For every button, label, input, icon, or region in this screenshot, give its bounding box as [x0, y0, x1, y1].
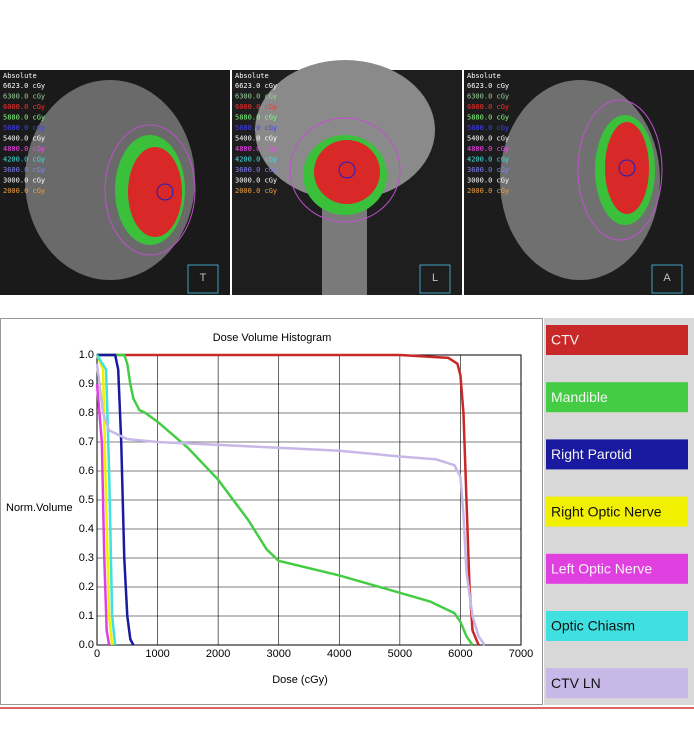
dose-legend-item: 5400.0 cGy: [3, 135, 45, 143]
dose-legend-title: Absolute: [3, 72, 37, 80]
chart-title: Dose Volume Histogram: [213, 332, 332, 344]
legend-swatch: [546, 325, 688, 355]
dose-legend-item: 4200.0 cGy: [467, 156, 509, 164]
dose-region: [605, 122, 649, 214]
x-tick-label: 7000: [509, 648, 533, 660]
orientation-box: [187, 264, 219, 294]
legend-swatch: [546, 553, 688, 584]
dvh-line: [97, 353, 474, 646]
anatomy: [322, 200, 367, 295]
isodose: [104, 124, 196, 256]
dose-legend-item: 6623.0 cGy: [235, 82, 277, 90]
x-tick-label: 4000: [327, 648, 351, 660]
legend-swatch: [546, 496, 688, 527]
dose-legend-item: 3000.0 cGy: [235, 177, 277, 185]
y-tick-label: 0.1: [79, 610, 94, 622]
dvh-line: [97, 353, 135, 646]
legend-swatch: [546, 668, 688, 699]
crosshair: [156, 183, 174, 201]
legend-label: Optic Chiasm: [551, 618, 635, 634]
y-tick-label: 0.0: [79, 639, 94, 651]
crosshair: [618, 159, 636, 177]
orientation-box: [419, 264, 451, 294]
legend-label: CTV LN: [551, 675, 601, 691]
y-axis-label: Norm.Volume: [6, 502, 73, 514]
legend-swatch: [546, 382, 688, 413]
x-tick-label: 6000: [448, 648, 472, 660]
dose-legend-item: 6623.0 cGy: [3, 82, 45, 90]
dose-legend-title: Absolute: [467, 72, 501, 80]
crosshair: [338, 161, 356, 179]
dvh-line: [95, 354, 114, 646]
dose-legend-item: 4800.0 cGy: [235, 145, 277, 153]
dose-legend-item: 6000.0 cGy: [235, 103, 277, 111]
dose-legend-item: 6623.0 cGy: [467, 82, 509, 90]
y-tick-label: 1.0: [79, 349, 94, 361]
x-tick-label: 1000: [145, 648, 169, 660]
dose-legend-item: 3600.0 cGy: [3, 166, 45, 174]
dose-legend-item: 4800.0 cGy: [3, 145, 45, 153]
y-tick-label: 0.6: [79, 465, 94, 477]
orientation-label: A: [663, 272, 671, 284]
legend-swatch: [546, 439, 688, 470]
x-tick-label: 5000: [388, 648, 412, 660]
dvh-line: [95, 383, 111, 646]
dose-legend-item: 3000.0 cGy: [3, 177, 45, 185]
legend-label: Right Parotid: [551, 446, 632, 462]
x-tick-label: 3000: [266, 648, 290, 660]
dose-region: [314, 140, 380, 204]
dose-legend-item: 2000.0 cGy: [467, 187, 509, 195]
legend-label: Right Optic Nerve: [551, 503, 662, 519]
x-tick-label: 2000: [206, 648, 230, 660]
legend-swatch: [546, 611, 688, 641]
dose-legend-item: 5400.0 cGy: [235, 135, 277, 143]
dose-legend-item: 6000.0 cGy: [467, 103, 509, 111]
dose-legend-item: 5600.0 cGy: [467, 124, 509, 132]
dose-legend-item: 6300.0 cGy: [235, 93, 277, 101]
dose-legend-item: 5400.0 cGy: [467, 135, 509, 143]
dose-legend-item: 3000.0 cGy: [467, 177, 509, 185]
y-tick-label: 0.3: [79, 552, 94, 564]
dvh-line: [95, 363, 486, 646]
isodose: [577, 99, 663, 241]
dose-legend-item: 3600.0 cGy: [235, 166, 277, 174]
dose-legend-item: 4800.0 cGy: [467, 145, 509, 153]
dose-legend-item: 4200.0 cGy: [3, 156, 45, 164]
ct-panels: [0, 60, 694, 295]
y-tick-label: 0.5: [79, 494, 94, 506]
legend-label: Left Optic Nerve: [551, 561, 652, 577]
dose-legend-item: 4200.0 cGy: [235, 156, 277, 164]
y-tick-label: 0.2: [79, 581, 94, 593]
y-tick-label: 0.9: [79, 378, 94, 390]
dose-legend-item: 5600.0 cGy: [235, 124, 277, 132]
dose-legend-item: 5880.0 cGy: [467, 114, 509, 122]
dose-legend-item: 3600.0 cGy: [467, 166, 509, 174]
dose-region: [128, 147, 182, 237]
x-axis-label: Dose (cGy): [272, 674, 328, 686]
legend-label: Mandible: [551, 389, 608, 405]
orientation-box: [651, 264, 683, 294]
dose-legend-item: 6300.0 cGy: [467, 93, 509, 101]
dose-legend-item: 5880.0 cGy: [235, 114, 277, 122]
y-tick-label: 0.4: [79, 523, 94, 535]
dose-legend-item: 2000.0 cGy: [235, 187, 277, 195]
orientation-label: L: [432, 272, 438, 284]
dvh-line: [95, 354, 117, 646]
dose-legend-item: 6000.0 cGy: [3, 103, 45, 111]
x-tick-label: 0: [94, 648, 100, 660]
dose-legend-item: 6300.0 cGy: [3, 93, 45, 101]
anatomy: [255, 60, 435, 200]
dose-legend-item: 2000.0 cGy: [3, 187, 45, 195]
dose-legend-title: Absolute: [235, 72, 269, 80]
dose-legend-item: 5880.0 cGy: [3, 114, 45, 122]
legend-label: CTV: [551, 332, 580, 348]
y-tick-label: 0.8: [79, 407, 94, 419]
y-tick-label: 0.7: [79, 436, 94, 448]
dose-legend-item: 5600.0 cGy: [3, 124, 45, 132]
isodose: [289, 117, 401, 223]
orientation-label: T: [200, 272, 207, 284]
